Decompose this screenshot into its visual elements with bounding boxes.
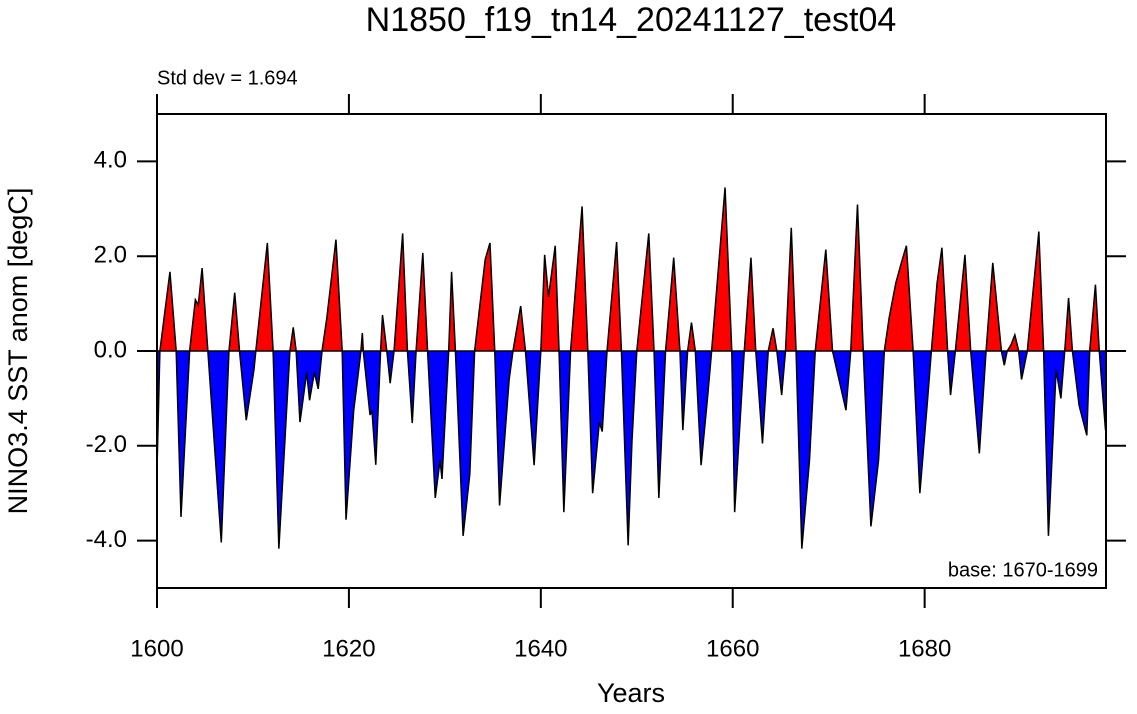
x-tick-label: 1680 (898, 635, 951, 662)
y-tick-label: -4.0 (86, 526, 127, 553)
y-tick-label: -2.0 (86, 431, 127, 458)
y-tick-label: 2.0 (94, 242, 127, 269)
plot-area: -4.0 -2.0 0.0 2.0 4.0 1600 1620 1640 1660 1680 (86, 94, 1126, 662)
x-tick-label: 1600 (130, 635, 183, 662)
x-tick-label: 1660 (706, 635, 759, 662)
annotation: base: 1670-1699 (948, 559, 1098, 581)
x-axis-label: Years (597, 678, 665, 708)
chart-title: N1850_f19_tn14_20241127_test04 (366, 1, 897, 39)
y-tick-label: 4.0 (94, 147, 127, 174)
line (156, 187, 1107, 549)
y-tick-label: 0.0 (94, 336, 127, 363)
y-axis-label: NINO3.4 SST anom [degC] (3, 188, 33, 515)
area-below (157, 351, 1106, 549)
x-tick-label: 1620 (322, 635, 375, 662)
x-tick-label: 1640 (514, 635, 567, 662)
subtitle: Std dev = 1.694 (157, 67, 298, 89)
